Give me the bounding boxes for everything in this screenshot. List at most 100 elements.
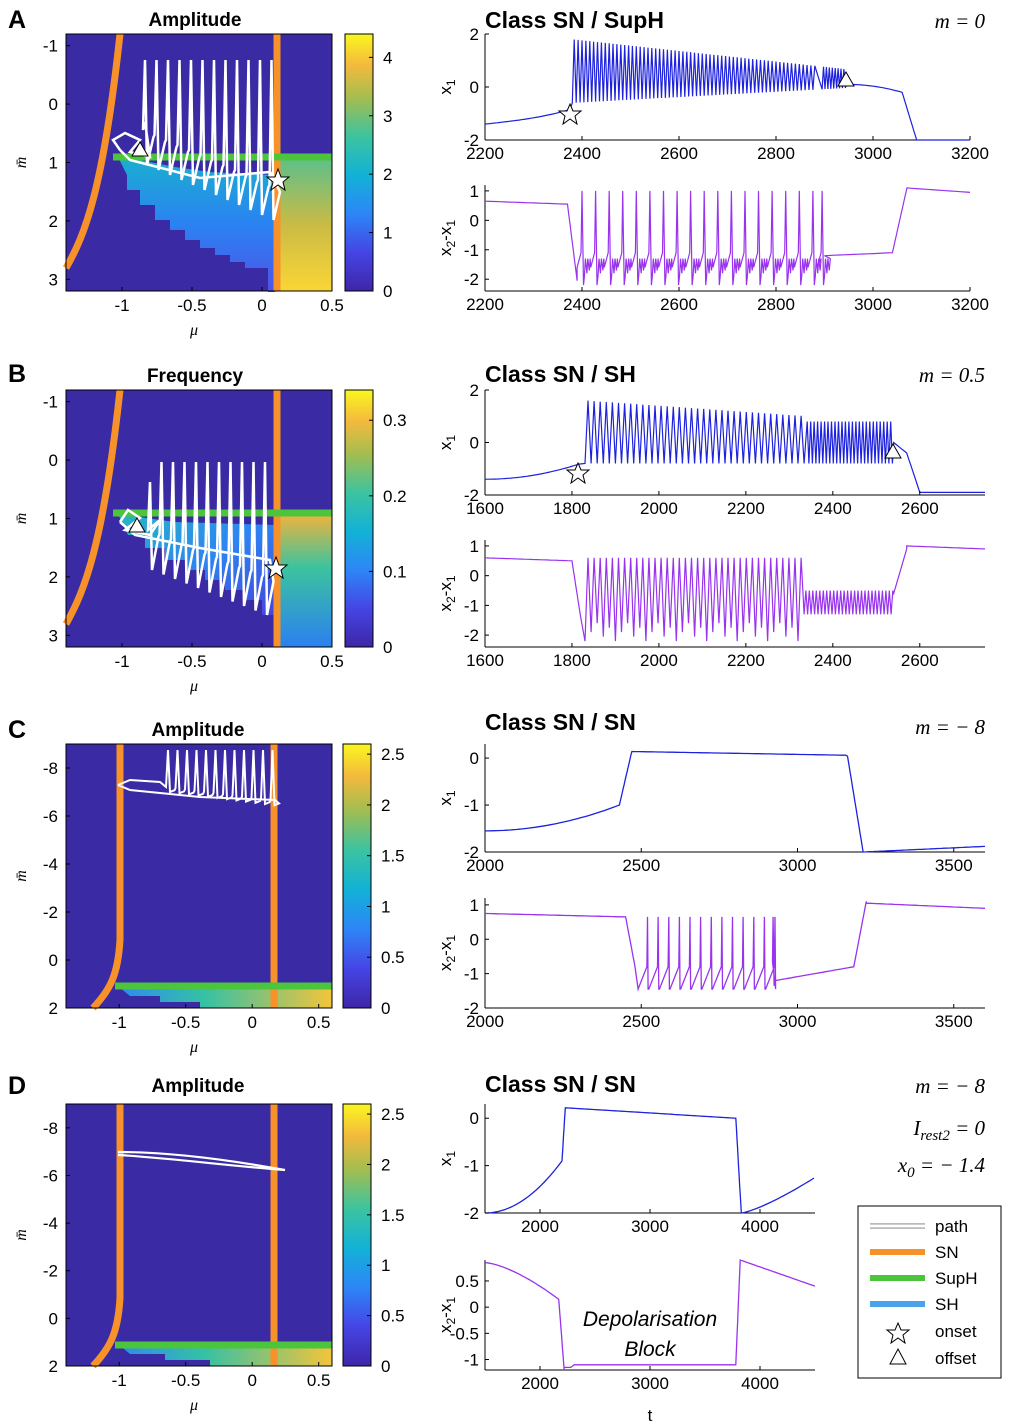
x-tick-label: 3000: [631, 1374, 669, 1393]
y-tick-label: -1: [464, 1351, 479, 1370]
y-tick-label: 1: [470, 896, 479, 915]
colorbar-tick-label: 1: [381, 1256, 390, 1275]
y-tick-label: -2: [464, 1204, 479, 1223]
legend-label-path: path: [935, 1217, 968, 1236]
y-axis-label: x1: [436, 435, 458, 451]
x2x1-ticks: 2000 2500 3000 3500 -2 -1 0 1 x2-x1: [436, 896, 973, 1031]
colorbar-tick-label: 0: [381, 999, 390, 1018]
colorbar-tick-label: 0.5: [381, 948, 405, 967]
colorbar-ticks: 0 0.5 1 1.5 2 2.5: [367, 745, 405, 1018]
x-tick-label: 2400: [814, 499, 852, 518]
y-tick-label: 1: [470, 182, 479, 201]
x-tick-label: 3000: [854, 295, 892, 314]
map-title-D: Amplitude: [152, 1076, 245, 1097]
x2x1-trace: [485, 901, 986, 992]
colorbar-tick-label: 0.5: [381, 1307, 405, 1326]
mu-axis-label: μ: [189, 1397, 198, 1414]
map-title-A: Amplitude: [149, 10, 242, 31]
y-tick-label: 0.5: [455, 1272, 479, 1291]
param-x0-D: x0 = − 1.4: [897, 1153, 986, 1181]
x-tick-label: -0.5: [177, 652, 206, 671]
colorbar-tick-label: 2: [381, 1155, 390, 1174]
path-trajectory: [111, 59, 282, 221]
t-axis-label: t: [648, 1406, 653, 1425]
colorbar-tick-label: 2.5: [381, 1105, 405, 1124]
y-tick-label: -2: [464, 999, 479, 1018]
y-tick-label: 1: [49, 154, 58, 173]
x2x1-trace: [484, 1259, 816, 1371]
x-tick-label: 2400: [563, 295, 601, 314]
colorbar-tick-label: 0.3: [383, 411, 407, 430]
x-tick-label: 2800: [757, 295, 795, 314]
map-axes-D: -1 -0.5 0 0.5 -8 -6 -4 -2 0 2 μ m̄: [13, 1119, 331, 1414]
panel-C: C Amplitude 00.511.522.5 -1 -0.5 0 0.5-8-6-…: [8, 709, 985, 1056]
colorbar-D: 0 0.5 1 1.5 2 2.5: [342, 1103, 405, 1376]
triangle-icon: [837, 70, 855, 87]
x-tick-label: 1800: [553, 499, 591, 518]
m-axis-label: m̄: [13, 1229, 30, 1241]
y-tick-label: -1: [464, 596, 479, 615]
oscillation-region: [118, 986, 332, 1008]
panel-A: A Amplitude 0 1 2 3 4 -1 -0.5 0 0.5 -1 0 1 2 3 μ m̄ Cl…: [8, 6, 989, 339]
x1-plot-D: 2000 3000 4000 -2 -1 0 x1: [436, 1104, 815, 1236]
x2x1-ticks: 2200 2400 2600 2800 3000 3200 -2 -1 0 1 x2-x1: [436, 182, 989, 314]
y-tick-label: 0: [470, 930, 479, 949]
x2x1-plot-D: Depolarisation Block 2000 3000 4000 -1 -0.5 0…: [436, 1259, 816, 1393]
y-tick-label: -1: [43, 393, 58, 412]
x-tick-label: 2400: [814, 651, 852, 670]
heatmap-A: [62, 33, 333, 292]
colorbar-B: 0 0.1 0.2 0.3: [344, 389, 407, 657]
colorbar-tick-label: 1: [381, 897, 390, 916]
m-axis-label: m̄: [13, 870, 30, 882]
colorbar-ticks: 0 0.5 1 1.5 2 2.5: [367, 1105, 405, 1376]
oscillation-region: [118, 157, 275, 292]
x-tick-label: -1: [112, 1371, 127, 1390]
y-tick-label: 0: [470, 749, 479, 768]
star-icon: [557, 102, 583, 126]
star-icon: [263, 555, 289, 580]
y-tick-label: 2: [49, 212, 58, 231]
m-axis-label: m̄: [13, 513, 30, 525]
legend-label-sn: SN: [935, 1243, 959, 1262]
annotation-line-2: Block: [624, 1338, 677, 1361]
x-tick-label: 0: [257, 652, 266, 671]
x-tick-label: 2400: [563, 144, 601, 163]
panel-letter-D: D: [8, 1072, 26, 1100]
x-tick-label: 0: [247, 1371, 256, 1390]
y-tick-label: 2: [470, 25, 479, 44]
param-m-B: m = 0.5: [919, 363, 985, 387]
x-tick-label: 3200: [951, 144, 989, 163]
x-tick-label: 2600: [660, 295, 698, 314]
colorbar-tick-label: 0: [381, 1357, 390, 1376]
oscillation-region: [118, 1344, 332, 1366]
x1-plot-C: 2000 2500 3000 3500 -2 -1 0 x1: [436, 744, 986, 875]
x-tick-label: -0.5: [171, 1013, 200, 1032]
chart-title-A: Class SN / SupH: [485, 7, 664, 33]
x2x1-plot-B: 1600 1800 2000 2200 2400 2600 -2 -1 0 1 x2-x1: [436, 537, 986, 670]
triangle-icon: [128, 516, 146, 533]
y-tick-label: 3: [49, 270, 58, 289]
heatmap-background: [66, 744, 332, 1008]
y-tick-label: -2: [464, 131, 479, 150]
x-tick-label: -1: [114, 296, 129, 315]
x-tick-label: -1: [114, 652, 129, 671]
map-axes-A: -1 -0.5 0 0.5 -1 0 1 2 3 μ m̄: [13, 37, 344, 339]
star-icon: [565, 461, 591, 485]
x-tick-label: 3000: [779, 1012, 817, 1031]
triangle-icon: [884, 442, 902, 459]
x-tick-label: 0.5: [320, 296, 344, 315]
legend-label-offset: offset: [935, 1349, 977, 1368]
sn-curve: [90, 744, 124, 1011]
y-tick-label: 0: [470, 78, 479, 97]
path-trajectory: [117, 1150, 286, 1172]
y-tick-label: 0: [49, 1309, 58, 1328]
x1-plot-B: 1600 1800 2000 2200 2400 2600 -2 0 2 x1: [436, 381, 985, 518]
y-tick-label: 0: [470, 434, 479, 453]
map-frame: [65, 743, 333, 1009]
x1-ticks: 2000 2500 3000 3500 -2 -1 0 x1: [436, 749, 973, 875]
x-tick-label: 0: [247, 1013, 256, 1032]
legend-box: [857, 1205, 1002, 1379]
high-amplitude-region: [279, 157, 332, 291]
triangle-icon: [131, 140, 149, 157]
y-tick-label: -6: [43, 807, 58, 826]
